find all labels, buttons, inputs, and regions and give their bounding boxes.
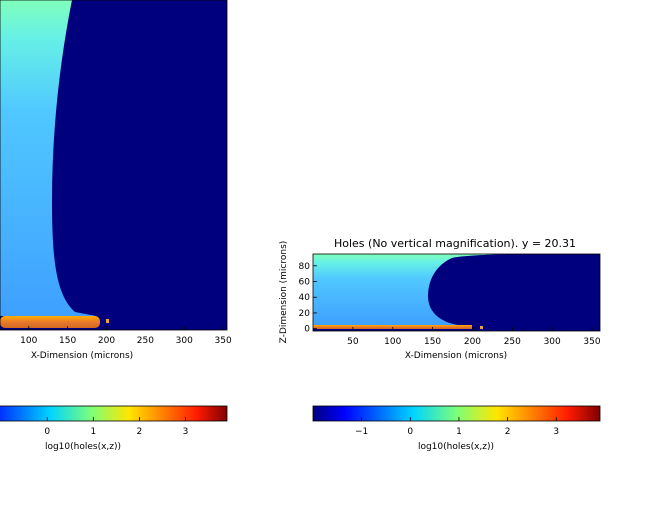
right-y-tick-label: 60 bbox=[299, 278, 311, 288]
right-y-tick-label: 80 bbox=[299, 262, 311, 272]
left-colorbar-tick-label: 1 bbox=[90, 427, 96, 437]
left-colorbar: 0 1 2 3 log10(holes(x,z)) bbox=[0, 405, 228, 452]
right-colorbar-frame bbox=[312, 405, 601, 422]
right-colorbar-tick-label: 1 bbox=[456, 427, 462, 437]
left-colorbar-tick-label: 0 bbox=[44, 427, 50, 437]
right-y-tick-label: 40 bbox=[299, 293, 311, 303]
right-contact bbox=[480, 326, 483, 329]
right-x-tick-label: 100 bbox=[384, 337, 401, 347]
left-x-tick-label: 300 bbox=[176, 336, 193, 346]
right-colorbar-fill bbox=[313, 406, 600, 421]
right-colorbar-tick-label: 2 bbox=[505, 427, 511, 437]
right-x-tick-label: 350 bbox=[583, 337, 600, 347]
left-x-tick-label: 250 bbox=[137, 336, 154, 346]
left-colorbar-frame bbox=[0, 405, 228, 422]
left-heatmap: 100 150 200 250 300 350 X-Dimension (microns) bbox=[0, 0, 232, 361]
right-heatmap: Holes (No vertical magnification). y = 2… bbox=[279, 237, 601, 361]
right-x-tick-label: 50 bbox=[347, 337, 359, 347]
right-x-axis-label: X-Dimension (microns) bbox=[405, 351, 507, 361]
right-y-tick-label: 20 bbox=[299, 309, 311, 319]
left-surface-layer bbox=[0, 316, 100, 328]
right-colorbar-tick-label: 3 bbox=[553, 427, 559, 437]
right-y-axis-label: Z-Dimension (microns) bbox=[279, 241, 289, 344]
left-colorbar-tick-label: 2 bbox=[137, 427, 143, 437]
left-colorbar-fill bbox=[0, 406, 227, 421]
left-x-tick-label: 100 bbox=[20, 336, 37, 346]
left-bulk-region bbox=[0, 0, 96, 316]
left-plot-frame bbox=[0, 0, 228, 331]
right-y-tick-label: 0 bbox=[304, 325, 310, 335]
right-colorbar-label: log10(holes(x,z)) bbox=[418, 442, 494, 452]
right-x-tick-label: 200 bbox=[464, 337, 481, 347]
right-y-ticks: 0 20 40 60 80 bbox=[299, 262, 317, 335]
right-bulk-region bbox=[313, 254, 505, 325]
right-plot-frame bbox=[312, 253, 601, 332]
left-x-axis-label: X-Dimension (microns) bbox=[31, 351, 133, 361]
left-colorbar-label: log10(holes(x,z)) bbox=[45, 442, 121, 452]
right-x-ticks: 50 100 150 200 250 300 350 bbox=[347, 327, 601, 347]
left-contact bbox=[106, 319, 109, 323]
right-chart-title: Holes (No vertical magnification). y = 2… bbox=[334, 237, 576, 250]
right-colorbar: −1 0 1 2 3 log10(holes(x,z)) bbox=[312, 405, 601, 452]
left-colorbar-tick-label: 3 bbox=[183, 427, 189, 437]
left-x-ticks: 100 150 200 250 300 350 bbox=[20, 326, 232, 346]
left-x-tick-label: 200 bbox=[98, 336, 115, 346]
right-colorbar-tick-label: 0 bbox=[407, 427, 413, 437]
right-colorbar-tick-label: −1 bbox=[355, 427, 368, 437]
left-x-tick-label: 150 bbox=[59, 336, 76, 346]
right-x-tick-label: 250 bbox=[504, 337, 521, 347]
right-colorbar-ticks: −1 0 1 2 3 bbox=[355, 417, 559, 437]
left-colorbar-ticks: 0 1 2 3 bbox=[44, 417, 188, 437]
right-x-tick-label: 150 bbox=[424, 337, 441, 347]
left-x-tick-label: 350 bbox=[215, 336, 232, 346]
right-x-tick-label: 300 bbox=[544, 337, 561, 347]
